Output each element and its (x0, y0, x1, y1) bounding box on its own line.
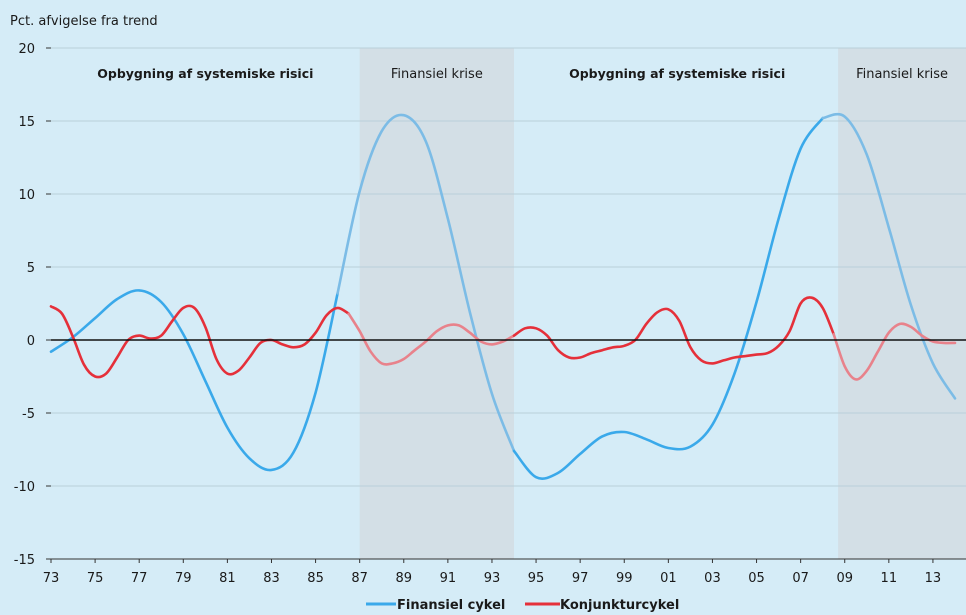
x-tick-label: 03 (704, 571, 721, 586)
x-tick-label: 99 (616, 571, 633, 586)
y-tick-label: 0 (27, 334, 35, 349)
x-tick-label: 85 (307, 571, 324, 586)
x-tick-label: 83 (263, 571, 280, 586)
x-tick-label: 09 (836, 571, 853, 586)
x-tick-label: 93 (484, 571, 501, 586)
series-line-1-segment-1 (347, 312, 516, 366)
x-tick-label: 87 (351, 571, 368, 586)
period-label-3: Finansiel krise (856, 67, 948, 82)
x-tick-label: 97 (572, 571, 589, 586)
x-tick-label: 05 (748, 571, 765, 586)
y-tick-label: -15 (14, 553, 35, 568)
series-lines (49, 112, 957, 480)
legend-label-finansiel: Finansiel cykel (397, 598, 505, 613)
x-tick-label: 81 (219, 571, 236, 586)
x-tick-label: 79 (175, 571, 192, 586)
shaded-period-0 (359, 48, 515, 559)
y-tick-label: 20 (18, 42, 35, 57)
legend: Finansiel cykel Konjunkturcykel (366, 598, 679, 613)
x-tick-label: 13 (925, 571, 942, 586)
y-tick-label: 15 (18, 115, 35, 130)
x-tick-label: 77 (131, 571, 148, 586)
series-line-1-segment-3 (832, 322, 957, 381)
y-tick-label: 5 (27, 261, 35, 276)
period-label-1: Finansiel krise (391, 67, 483, 82)
x-tick-label: 91 (440, 571, 457, 586)
shaded-period-1 (838, 48, 966, 559)
period-label-0: Opbygning af systemiske risici (97, 66, 313, 81)
legend-label-konjunktur: Konjunkturcykel (560, 598, 679, 613)
x-tick-label: 73 (43, 571, 60, 586)
shaded-periods (359, 48, 966, 559)
series-line-0-segment-0 (49, 289, 339, 472)
x-tick-label: 89 (395, 571, 412, 586)
gridlines (51, 47, 966, 560)
period-label-2: Opbygning af systemiske risici (569, 66, 785, 81)
x-tick-label: 75 (87, 571, 104, 586)
x-tick-label: 01 (660, 571, 677, 586)
series-line-1-segment-0 (49, 304, 350, 379)
y-tick-label: -5 (22, 407, 35, 422)
y-axis-label: Pct. afvigelse fra trend (10, 14, 158, 29)
x-tick-label: 07 (792, 571, 809, 586)
x-tick-label: 95 (528, 571, 545, 586)
series-line-0-segment-2 (512, 116, 824, 480)
series-line-0-segment-1 (336, 113, 516, 453)
series-line-0-segment-3 (821, 112, 957, 400)
x-tick-label: 11 (881, 571, 898, 586)
period-labels: Opbygning af systemiske risici Finansiel … (97, 66, 948, 82)
series-line-1-segment-2 (512, 296, 835, 365)
y-tick-label: -10 (14, 480, 35, 495)
y-tick-label: 10 (18, 188, 35, 203)
